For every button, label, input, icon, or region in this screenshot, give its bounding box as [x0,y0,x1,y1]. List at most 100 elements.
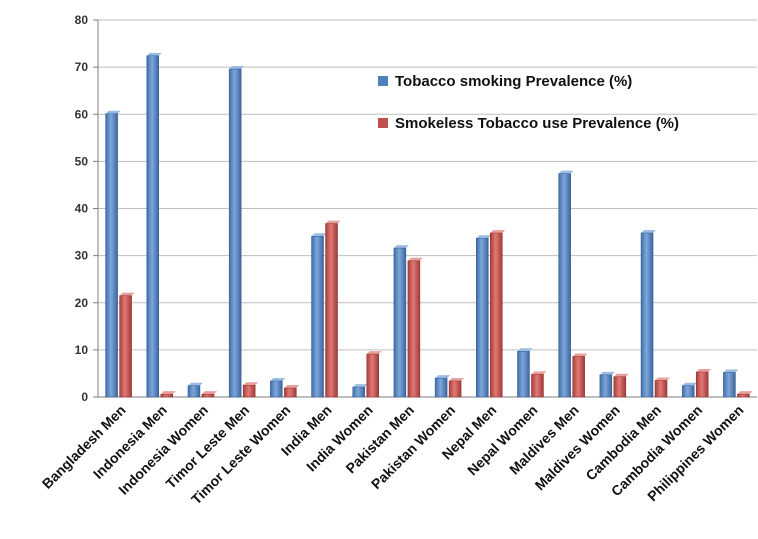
bar-top [270,377,286,381]
bar-top [284,385,300,389]
bar-top [490,230,506,234]
bar-body [228,68,242,398]
bar-smokeless [572,353,588,398]
bar-smoking [270,377,286,398]
y-tick-label: 70 [75,60,89,74]
bar-top [352,384,368,388]
bar-top [641,230,657,234]
bar-smokeless [448,377,465,398]
bar-smokeless [695,369,712,398]
bar-smokeless [160,391,176,398]
bar-top [119,292,135,296]
bar-smoking [723,369,739,398]
bar-top [393,245,409,249]
bar-smoking [476,235,492,398]
bar-body [366,353,379,398]
bar-top [531,371,547,375]
legend-label: Tobacco smoking Prevalence (%) [395,73,632,90]
bar-smoking [517,348,533,398]
x-category-label: Indonesia Men [90,402,170,482]
y-tick-label: 30 [75,249,89,263]
bar-body [105,113,118,398]
bar-top [572,353,588,357]
y-tick-label: 10 [75,343,89,357]
bar-body [613,376,627,398]
bar-top [366,351,382,355]
bar-smokeless [325,220,341,398]
bar-top [435,375,451,379]
bar-body [201,393,215,398]
bar-smokeless [366,351,382,398]
gridlines [98,19,757,351]
bar-smoking [434,375,451,398]
bar-smokeless [242,382,259,398]
bar-body [517,351,530,398]
bar-top [449,377,465,381]
y-tick-label: 0 [81,390,88,404]
bar-top [558,170,574,174]
bar-body [325,223,338,398]
bar-body [572,356,585,398]
y-tick-label: 20 [75,296,89,310]
bar-smoking [105,110,121,398]
bar-top [613,373,629,377]
bar-smokeless [531,371,547,398]
bar-top [682,382,698,386]
bar-smoking [228,66,245,398]
bar-top [201,391,217,395]
bar-body [242,384,256,398]
bar-smoking [352,384,368,398]
y-tick-label: 60 [75,107,89,121]
bar-smoking [599,371,615,398]
bar-top [243,382,259,386]
y-tick-label: 50 [75,154,89,168]
bar-smokeless [654,377,671,398]
bar-body [640,232,654,398]
bar-body [681,385,695,398]
bar-body [270,380,283,398]
bar-smokeless [284,385,300,398]
bar-smoking [146,52,162,398]
y-tick-label: 80 [75,13,89,27]
bar-body [476,237,489,398]
bar-top [476,235,492,239]
bar-smoking [558,170,574,398]
bar-body [737,393,750,398]
bar-top [696,369,712,373]
bar-top [737,391,753,395]
bars [105,52,753,398]
bar-body [311,236,324,398]
bar-body [599,374,613,398]
bar-smokeless [490,230,506,398]
bar-top [655,377,671,381]
bar-body [723,372,736,398]
bar-smokeless [407,257,423,398]
bar-body [654,380,668,398]
legend-swatch [378,76,388,86]
bar-body [490,232,503,398]
bar-top [325,220,341,224]
bar-body [531,374,544,398]
bar-smokeless [201,391,217,398]
bar-body [352,386,365,398]
bar-smokeless [613,373,629,398]
bar-body [187,385,201,398]
bar-smoking [640,230,657,398]
bar-top [311,233,327,237]
bar-body [393,247,407,398]
bar-smokeless [737,391,753,398]
bar-smoking [393,245,409,398]
y-tick-labels: 0 10 20 30 40 50 60 70 80 [75,13,89,404]
bar-body [407,260,421,398]
bar-body [448,380,462,398]
bar-top [599,371,615,375]
bar-top [517,348,533,352]
legend: Tobacco smoking Prevalence (%) Smokeless … [378,73,679,132]
bar-body [695,371,709,398]
bar-smoking [681,382,698,398]
bar-top [229,66,245,70]
bar-top [105,110,121,114]
legend-swatch [378,118,388,128]
